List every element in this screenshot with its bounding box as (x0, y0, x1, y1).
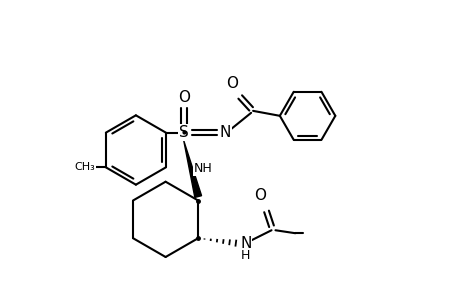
Polygon shape (183, 141, 201, 197)
Text: O: O (226, 76, 238, 91)
Text: S: S (179, 125, 188, 140)
Text: CH₃: CH₃ (74, 162, 95, 172)
Text: N: N (219, 125, 230, 140)
Text: NH: NH (193, 162, 212, 175)
Text: O: O (254, 188, 266, 203)
Text: N: N (240, 236, 251, 250)
Text: H: H (241, 248, 250, 262)
Text: O: O (177, 91, 189, 106)
